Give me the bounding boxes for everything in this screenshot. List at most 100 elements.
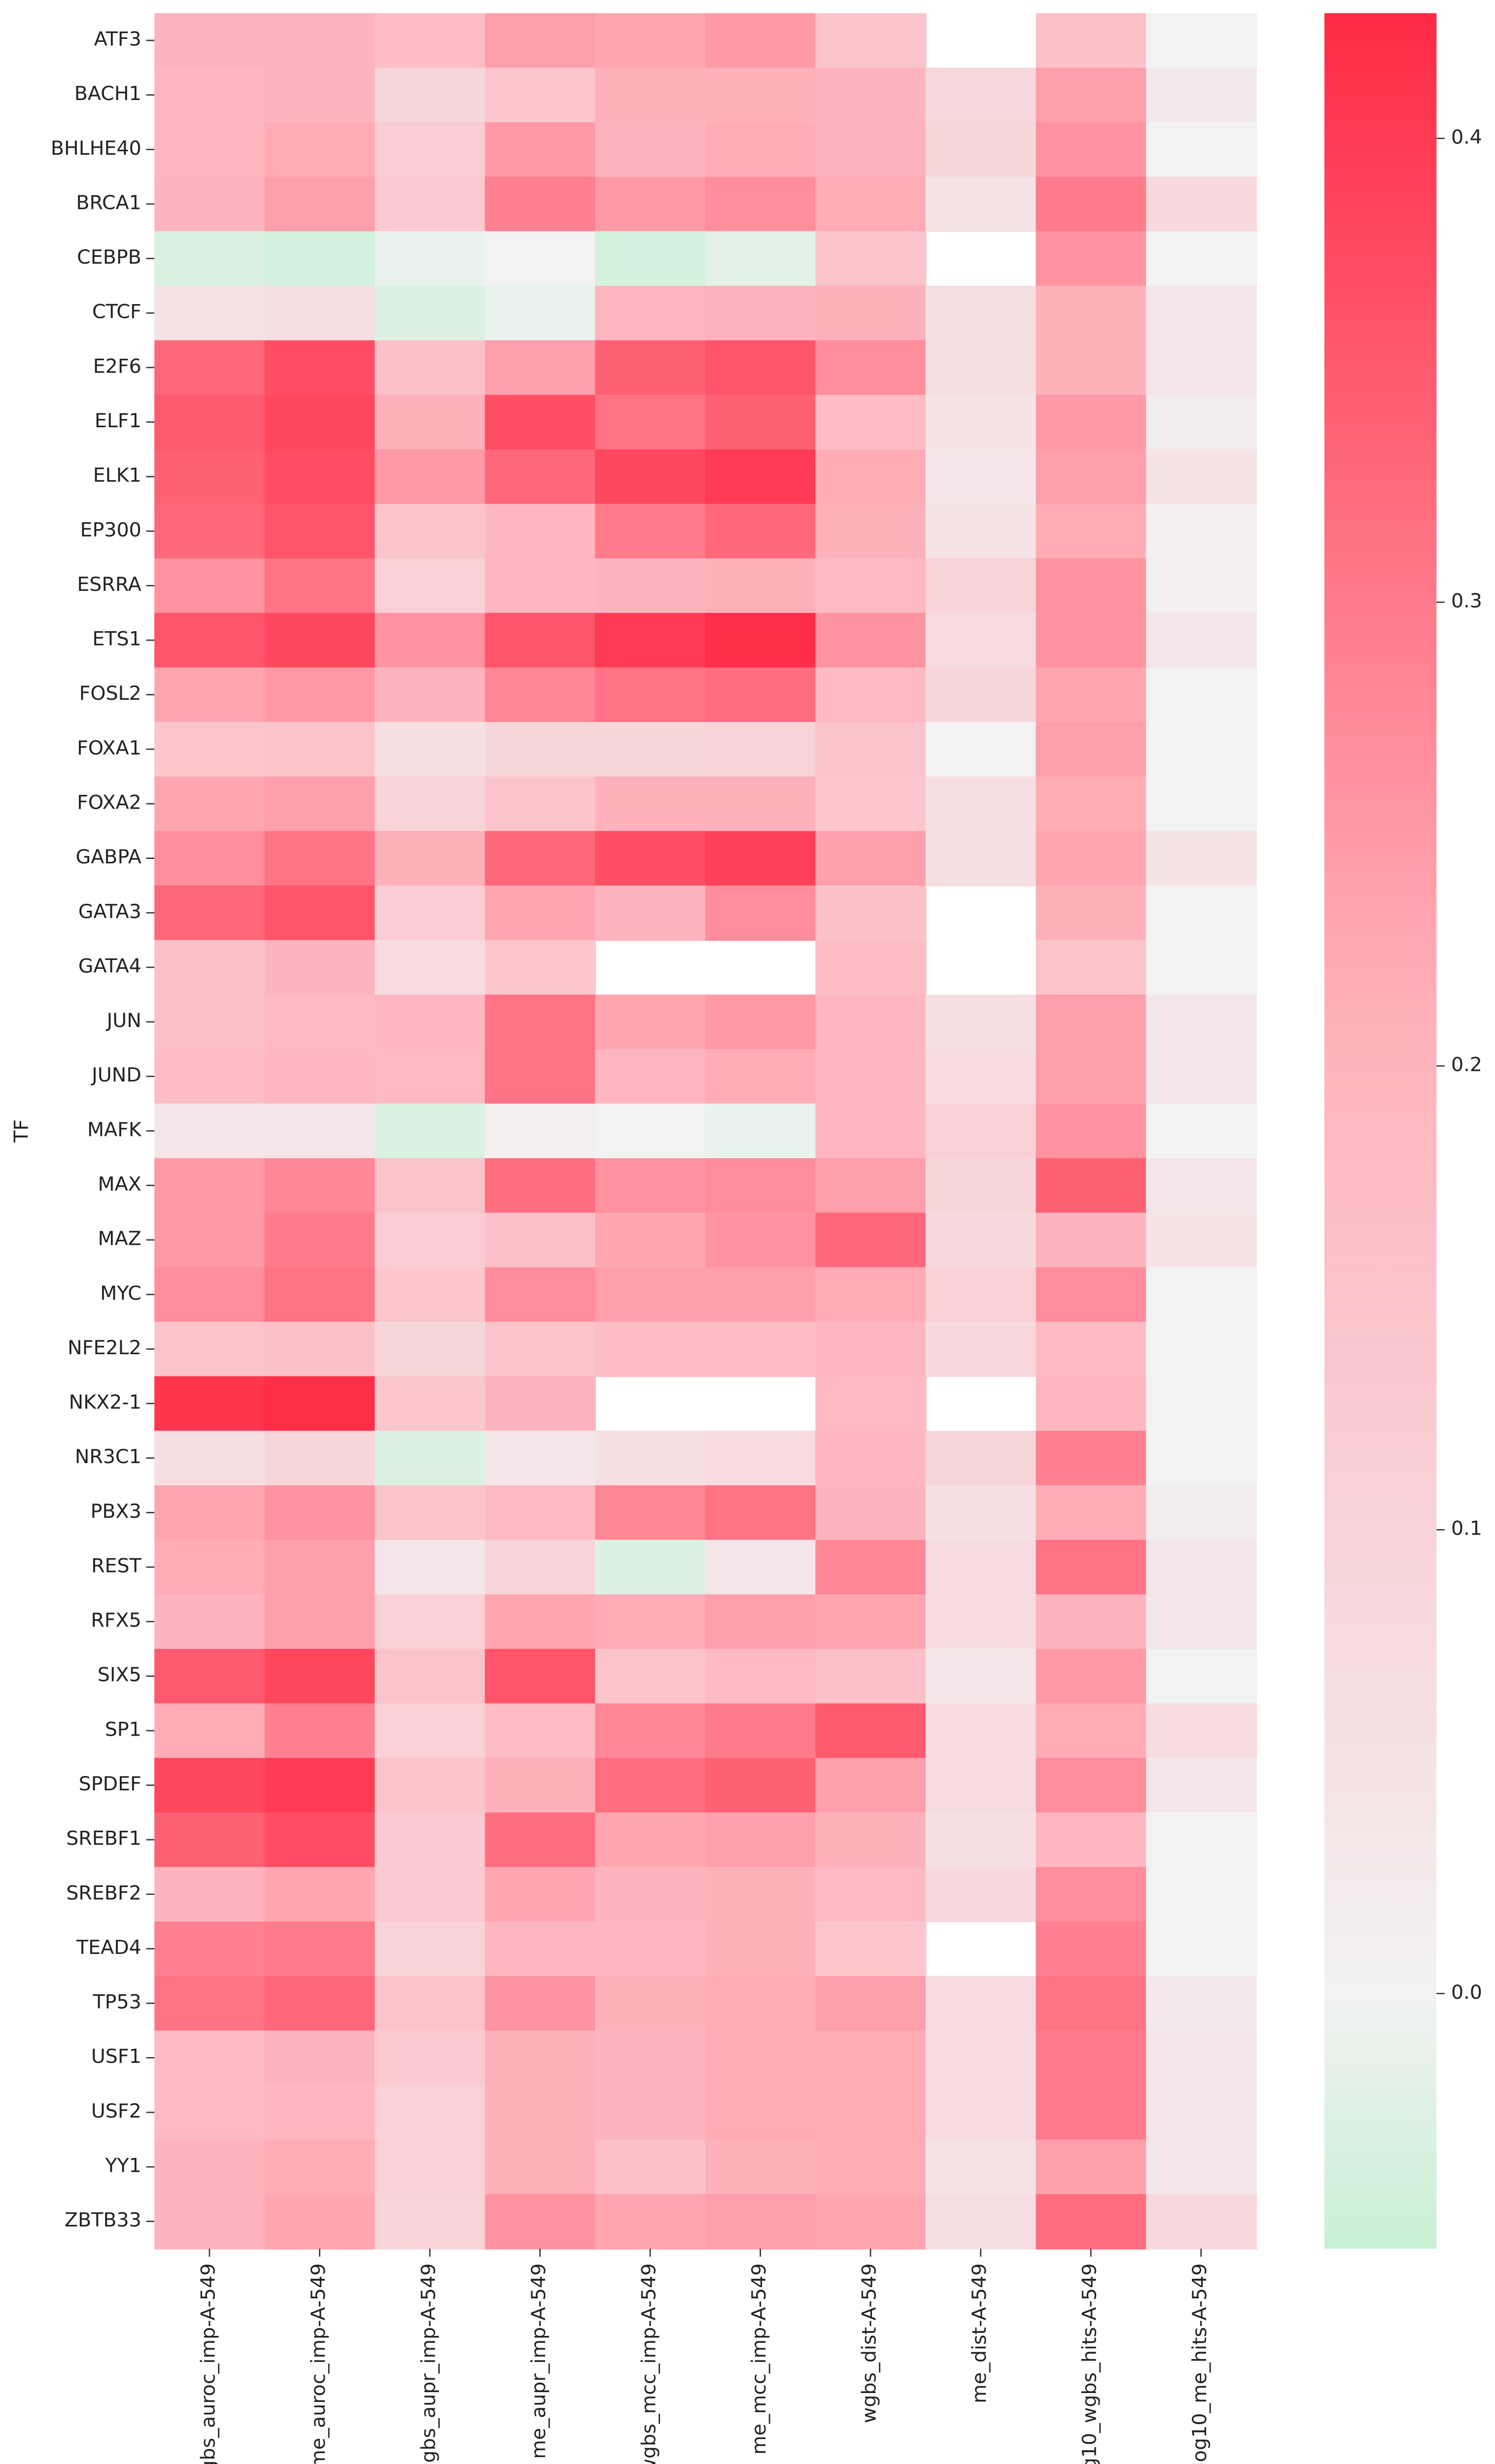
heatmap-cell [154, 1431, 266, 1486]
heatmap-cell [485, 722, 596, 778]
heatmap-cell [154, 1921, 266, 1977]
heatmap-cell [375, 831, 486, 887]
heatmap-cell [595, 449, 706, 505]
heatmap-cell [815, 1431, 927, 1486]
heatmap-cell [815, 994, 927, 1050]
heatmap-cell [264, 122, 376, 178]
heatmap-cell [264, 1267, 376, 1323]
heatmap-cell [485, 2085, 596, 2141]
heatmap-cell [595, 1103, 706, 1159]
x-tick-label: me_dist-A-549 [968, 2263, 991, 2403]
heatmap-cell [705, 1212, 816, 1268]
y-tick-label: MAZ [98, 1228, 141, 1250]
heatmap-cell [1036, 395, 1147, 450]
heatmap-cell [815, 68, 927, 123]
heatmap-cell [815, 1322, 927, 1377]
heatmap-cell [154, 1158, 266, 1214]
heatmap-cell [595, 231, 706, 287]
heatmap-cell [485, 504, 596, 559]
heatmap-cell [705, 1758, 816, 1814]
heatmap-cell [815, 2194, 927, 2250]
heatmap-cell [154, 340, 266, 396]
heatmap-cell [1036, 1540, 1147, 1595]
heatmap-cell [925, 176, 1037, 232]
heatmap-cell [264, 1049, 376, 1105]
heatmap-cell [1146, 940, 1257, 995]
heatmap-cell [815, 1976, 927, 2032]
heatmap-cell [595, 1322, 706, 1377]
heatmap-cell [705, 1648, 816, 1705]
heatmap-cell [925, 1158, 1037, 1214]
heatmap-cell [705, 449, 816, 505]
heatmap-cell [815, 1867, 927, 1922]
y-tick-label: MAX [98, 1173, 141, 1196]
heatmap-cell [485, 885, 596, 941]
heatmap-cell [925, 122, 1037, 178]
heatmap-cell [925, 1540, 1037, 1595]
heatmap-cell [1036, 940, 1147, 995]
heatmap-cell [375, 1867, 486, 1922]
heatmap-cell [1036, 722, 1147, 778]
heatmap-cell [595, 2030, 706, 2086]
heatmap-cell [925, 1212, 1037, 1268]
y-tick-label: GABPA [76, 846, 141, 868]
heatmap-cell [375, 1376, 486, 1432]
heatmap-cell [1146, 1758, 1257, 1814]
heatmap-cell [264, 449, 376, 505]
heatmap-cell [154, 1103, 266, 1159]
heatmap-cell [375, 2194, 486, 2250]
y-tick-label: SREBF2 [66, 1882, 141, 1904]
heatmap-cell [595, 1267, 706, 1323]
heatmap-cell [705, 1431, 816, 1486]
heatmap-cell [154, 13, 266, 68]
heatmap-cell [375, 13, 486, 68]
heatmap-cell [264, 885, 376, 941]
heatmap-cell [154, 176, 266, 232]
heatmap-cell [154, 122, 266, 178]
heatmap-cell [705, 176, 816, 232]
heatmap-cell [264, 285, 376, 342]
heatmap-cell [1146, 395, 1257, 450]
heatmap-cell [154, 1376, 266, 1432]
heatmap-cell [815, 1758, 927, 1814]
heatmap-cell [375, 994, 486, 1050]
heatmap-cell [154, 2085, 266, 2141]
heatmap-cell [154, 449, 266, 505]
heatmap-cell [1036, 13, 1147, 68]
y-tick-label: ETS1 [92, 628, 141, 650]
heatmap-cell [1036, 1485, 1147, 1541]
x-tick-label: wgbs_mcc_imp-A-549 [638, 2263, 661, 2464]
heatmap-cell [375, 613, 486, 669]
heatmap-cell [595, 722, 706, 778]
heatmap-cell [815, 1703, 927, 1759]
heatmap-cell [375, 1921, 486, 1977]
heatmap-cell [925, 1758, 1037, 1814]
heatmap-cell [375, 722, 486, 778]
heatmap-cell [925, 395, 1037, 450]
x-tick-label: me_aupr_imp-A-549 [527, 2263, 550, 2459]
heatmap-cell [264, 2030, 376, 2086]
heatmap-cell [815, 940, 927, 995]
colorbar-tick-label: 0.3 [1451, 589, 1482, 612]
heatmap-cell [815, 1267, 927, 1323]
heatmap-cell [485, 613, 596, 669]
heatmap-cell [1146, 1594, 1257, 1650]
heatmap-cell [815, 1540, 927, 1595]
heatmap-cell [595, 1049, 706, 1105]
heatmap-cell [815, 13, 927, 68]
heatmap-cell [485, 340, 596, 396]
y-tick-label: CEBPB [77, 246, 141, 269]
heatmap-cell [485, 1540, 596, 1595]
heatmap-cell [485, 1431, 596, 1486]
heatmap-cell [264, 1921, 376, 1977]
heatmap-cell [595, 2194, 706, 2250]
heatmap-cell [375, 1703, 486, 1759]
heatmap-cell [375, 449, 486, 505]
heatmap-cell [375, 68, 486, 123]
heatmap-cell [375, 558, 486, 614]
heatmap-cell [925, 994, 1037, 1050]
heatmap-cell [1036, 1921, 1147, 1977]
heatmap-cell [485, 1758, 596, 1814]
heatmap-cell [925, 1267, 1037, 1323]
y-tick-label: GATA3 [78, 900, 141, 923]
